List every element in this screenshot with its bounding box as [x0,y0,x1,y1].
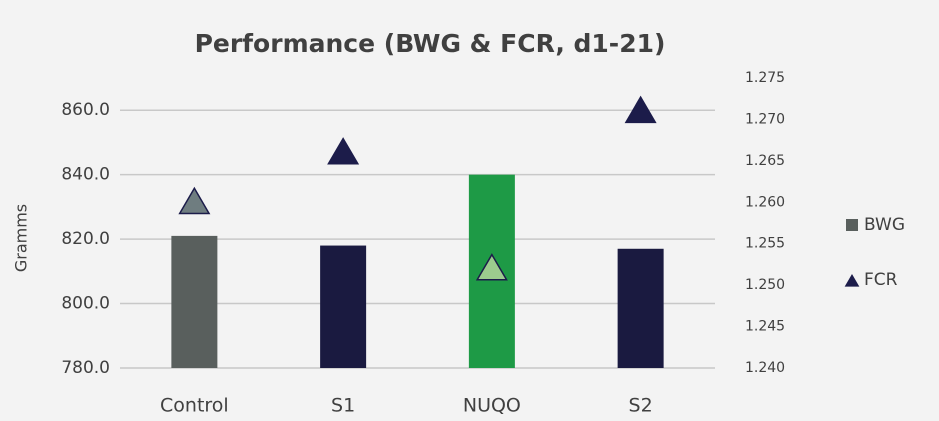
legend-label: FCR [864,270,898,290]
legend-swatch [846,219,858,231]
x-tick-label: S2 [629,395,653,417]
y-tick-label: 860.0 [61,100,110,120]
y2-tick-label: 1.255 [745,236,785,252]
x-tick-label: NUQO [463,395,521,417]
bar [617,248,664,368]
y-tick-label: 800.0 [61,294,110,314]
y-axis-label: Gramms [12,204,31,272]
bar [171,235,218,368]
legend-label: BWG [864,215,905,235]
x-tick-label: Control [160,395,229,417]
y2-tick-label: 1.240 [745,360,785,376]
bar [320,245,367,368]
y2-tick-label: 1.250 [745,277,785,293]
y2-tick-label: 1.265 [745,153,785,169]
y2-tick-label: 1.260 [745,194,785,210]
y2-tick-label: 1.245 [745,319,785,335]
y2-tick-label: 1.275 [745,70,785,86]
triangle-marker [475,253,508,281]
triangle-marker [624,95,657,124]
triangle-marker [327,137,360,165]
chart-title: Performance (BWG & FCR, d1-21) [195,29,666,58]
y-tick-label: 820.0 [61,229,110,249]
y2-tick-label: 1.270 [745,111,785,127]
y-tick-label: 840.0 [61,165,110,185]
triangle-marker [178,186,211,215]
y-tick-label: 780.0 [61,358,110,378]
x-tick-label: S1 [331,395,355,417]
legend-swatch [844,274,860,287]
